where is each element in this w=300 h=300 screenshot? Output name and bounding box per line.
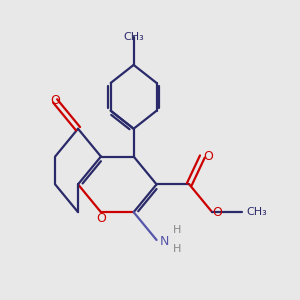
Text: O: O xyxy=(96,212,106,224)
Text: O: O xyxy=(50,94,60,107)
Text: H: H xyxy=(172,225,181,235)
Text: O: O xyxy=(203,150,213,163)
Text: CH₃: CH₃ xyxy=(123,32,144,42)
Text: N: N xyxy=(160,235,169,248)
Text: CH₃: CH₃ xyxy=(246,207,267,217)
Text: H: H xyxy=(172,244,181,254)
Text: O: O xyxy=(212,206,222,219)
